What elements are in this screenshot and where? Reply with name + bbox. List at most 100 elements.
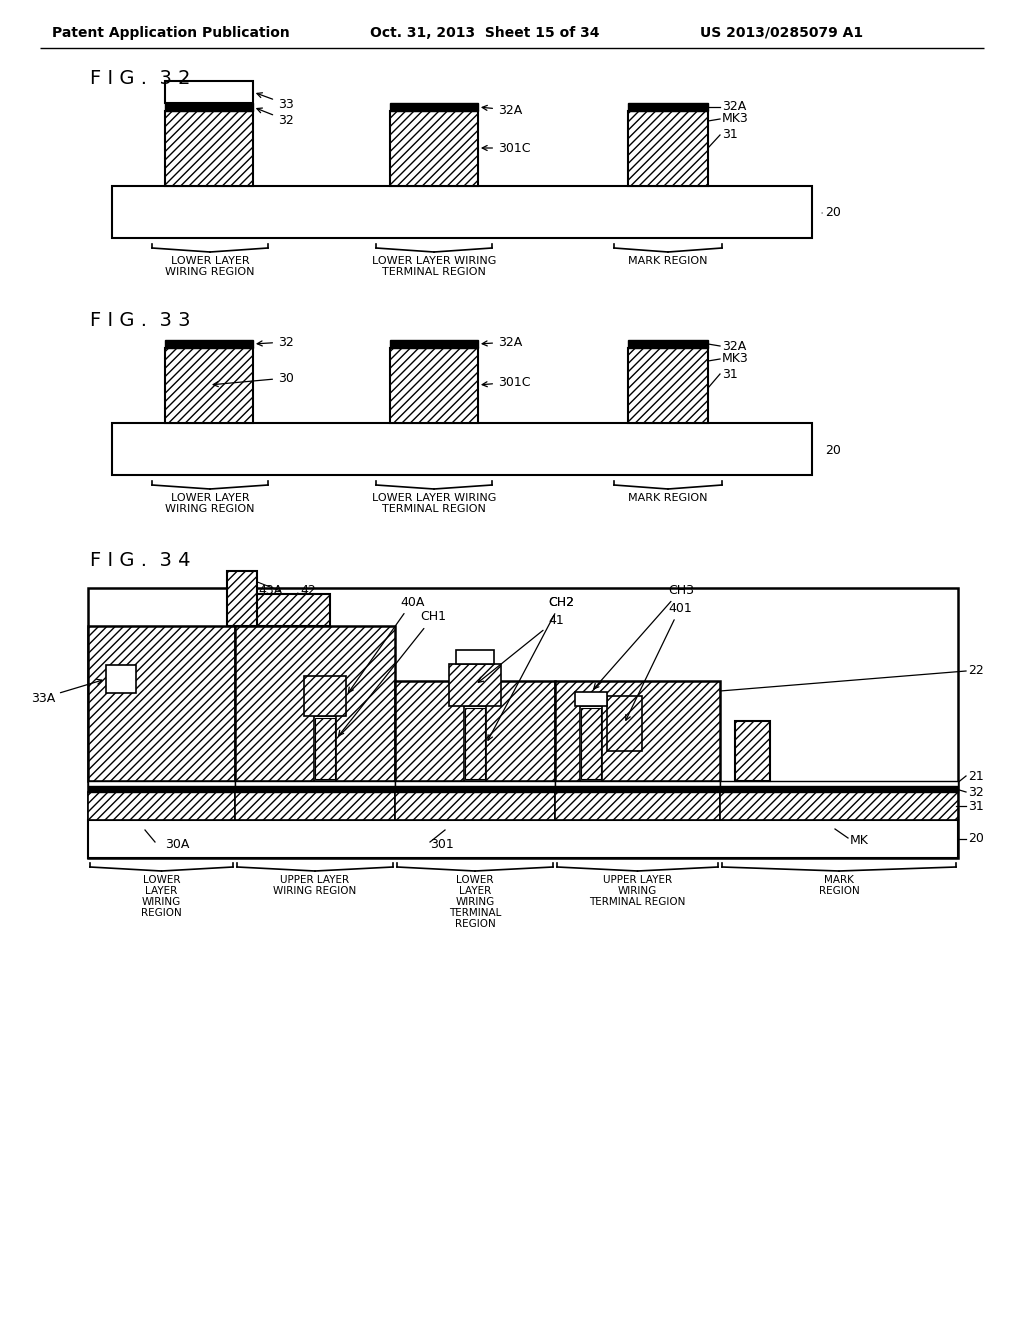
Text: CH2: CH2 [488, 595, 574, 741]
Text: F I G .  3 2: F I G . 3 2 [90, 69, 190, 87]
Text: 31: 31 [968, 800, 984, 813]
Text: 301C: 301C [482, 375, 530, 388]
Text: 301: 301 [430, 838, 454, 851]
Text: WIRING REGION: WIRING REGION [165, 267, 255, 277]
Text: LOWER LAYER: LOWER LAYER [171, 492, 249, 503]
Bar [555, 792, 720, 820]
Bar [234, 626, 395, 781]
Text: 32: 32 [968, 785, 984, 799]
Text: MARK: MARK [824, 875, 854, 884]
Text: 31: 31 [722, 128, 737, 141]
Text: 20: 20 [968, 833, 984, 846]
Text: MK3: MK3 [722, 352, 749, 366]
Text: WIRING REGION: WIRING REGION [273, 886, 356, 896]
Bar [304, 676, 346, 715]
Bar [165, 348, 253, 422]
Text: CH3: CH3 [594, 583, 694, 689]
Bar [607, 696, 642, 751]
Bar [628, 111, 708, 186]
Text: CH1: CH1 [339, 610, 446, 735]
Text: 301C: 301C [482, 141, 530, 154]
Bar [315, 718, 335, 779]
Text: 30A: 30A [165, 838, 189, 851]
Bar [395, 681, 555, 781]
Bar [227, 572, 257, 626]
Bar [395, 792, 555, 820]
Bar [720, 781, 958, 785]
Text: 31: 31 [722, 367, 737, 380]
Bar [720, 792, 958, 820]
Bar [106, 665, 136, 693]
Text: 33A: 33A [31, 680, 102, 705]
Bar [390, 111, 478, 186]
Bar [555, 681, 720, 781]
Text: LOWER: LOWER [457, 875, 494, 884]
Bar [465, 708, 485, 779]
Text: 22: 22 [968, 664, 984, 677]
Bar [395, 781, 555, 785]
Bar [234, 781, 395, 785]
Text: LAYER: LAYER [145, 886, 177, 896]
Text: MARK REGION: MARK REGION [629, 492, 708, 503]
Text: 20: 20 [825, 206, 841, 219]
Bar [628, 103, 708, 111]
Text: 41: 41 [478, 614, 564, 682]
Bar [165, 103, 253, 111]
Bar [165, 341, 253, 348]
Text: 33: 33 [257, 92, 294, 111]
Text: REGION: REGION [141, 908, 182, 917]
Text: TERMINAL REGION: TERMINAL REGION [382, 267, 486, 277]
Text: 401: 401 [626, 602, 692, 721]
Text: TERMINAL REGION: TERMINAL REGION [382, 504, 486, 513]
Bar [112, 422, 812, 475]
Text: TERMINAL REGION: TERMINAL REGION [590, 898, 686, 907]
Bar [234, 792, 395, 820]
Text: 32A: 32A [722, 339, 746, 352]
Text: 32: 32 [257, 335, 294, 348]
Text: LOWER: LOWER [142, 875, 180, 884]
Bar [314, 715, 336, 781]
Text: 21: 21 [968, 770, 984, 783]
Text: LOWER LAYER WIRING: LOWER LAYER WIRING [372, 492, 497, 503]
Text: 20: 20 [825, 444, 841, 457]
Text: 42: 42 [300, 583, 315, 597]
Bar [735, 721, 770, 781]
Bar [250, 594, 330, 626]
Text: 32A: 32A [482, 103, 522, 116]
Bar [581, 708, 601, 779]
Text: CH2: CH2 [548, 595, 574, 609]
Text: 32A: 32A [482, 335, 522, 348]
Bar [395, 785, 555, 792]
Bar [449, 664, 501, 706]
Bar [628, 348, 708, 422]
Text: F I G .  3 3: F I G . 3 3 [90, 310, 190, 330]
Text: F I G .  3 4: F I G . 3 4 [90, 550, 190, 569]
Text: MARK REGION: MARK REGION [629, 256, 708, 267]
Text: 43A: 43A [259, 583, 283, 597]
Bar [234, 785, 395, 792]
Bar [464, 706, 486, 781]
Text: REGION: REGION [455, 919, 496, 929]
Text: 40A: 40A [348, 595, 424, 693]
Bar [88, 626, 234, 781]
Bar [88, 781, 234, 785]
Text: LOWER LAYER WIRING: LOWER LAYER WIRING [372, 256, 497, 267]
Text: WIRING: WIRING [142, 898, 181, 907]
Text: 30: 30 [213, 371, 294, 387]
Text: UPPER LAYER: UPPER LAYER [603, 875, 672, 884]
Bar [720, 785, 958, 792]
Text: MK3: MK3 [722, 112, 749, 125]
Text: REGION: REGION [818, 886, 859, 896]
Text: 32: 32 [257, 108, 294, 127]
Bar [456, 649, 494, 664]
Bar [165, 111, 253, 186]
Bar [575, 692, 607, 706]
Bar [580, 706, 602, 781]
Text: WIRING: WIRING [617, 886, 657, 896]
Text: LOWER LAYER: LOWER LAYER [171, 256, 249, 267]
Text: MK: MK [850, 833, 869, 846]
Text: UPPER LAYER: UPPER LAYER [281, 875, 349, 884]
Bar [165, 81, 253, 103]
Text: WIRING REGION: WIRING REGION [165, 504, 255, 513]
Text: TERMINAL: TERMINAL [449, 908, 501, 917]
